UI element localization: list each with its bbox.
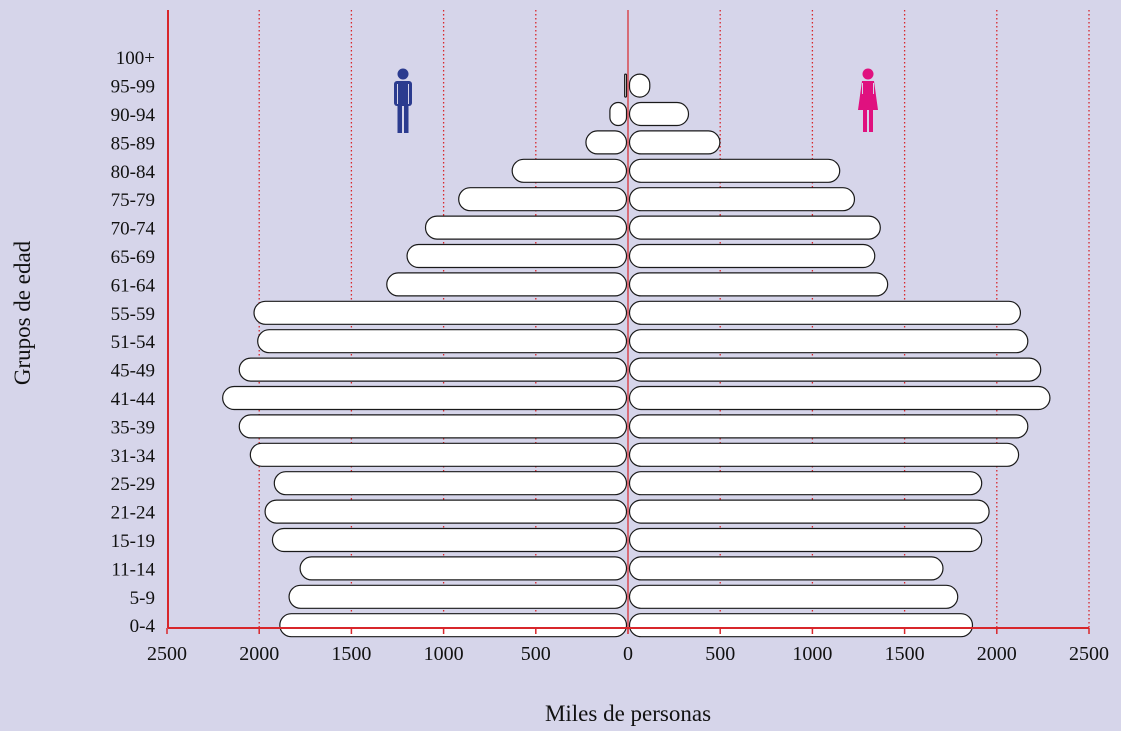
male-bar-25-29 [273,471,628,496]
category-label: 80-84 [111,162,156,183]
female-bar-41-44 [628,385,1051,411]
x-tick-label: 2500 [1069,643,1109,665]
x-tick-label: 2000 [239,643,279,665]
x-tick-label: 1500 [885,643,925,665]
male-bar-90-94 [609,101,628,127]
x-tick-label: 500 [521,643,551,665]
category-label: 70-74 [111,219,156,240]
category-label: 21-24 [111,503,156,524]
male-bar-0-4 [279,613,628,638]
female-bar-75-79 [628,187,856,212]
male-bar-65-69 [406,243,628,269]
female-bar-25-29 [628,471,983,496]
female-bar-95-99 [628,73,651,98]
male-bar-61-64 [386,272,628,297]
x-tick-label: 0 [623,643,633,665]
x-tick-label: 2000 [977,643,1017,665]
category-label: 51-54 [111,332,156,353]
female-bar-45-49 [628,357,1042,382]
category-label: 0-4 [130,616,156,637]
male-bar-51-54 [257,329,628,354]
female-bar-0-4 [628,613,974,638]
x-tick-labels: 2500 2000 1500 1000 500 0 500 1000 1500 2000 2500 [147,643,1109,665]
male-bar-31-34 [249,442,628,467]
category-label: 65-69 [111,247,155,268]
female-bar-5-9 [628,584,959,609]
female-bar-51-54 [628,329,1029,354]
y-axis-label: Grupos de edad [10,240,35,385]
male-bar-5-9 [288,584,628,609]
female-bar-21-24 [628,499,990,524]
category-label: 25-29 [111,474,155,495]
male-bar-55-59 [253,300,628,325]
female-bar-11-14 [628,556,944,581]
male-bar-85-89 [585,130,628,155]
female-bar-31-34 [628,442,1020,467]
male-bar-80-84 [511,158,628,183]
male-bar-75-79 [458,187,628,212]
x-tick-label: 1000 [424,643,464,665]
female-bar-61-64 [628,272,889,297]
female-bar-80-84 [628,158,841,183]
category-label: 5-9 [130,588,155,609]
female-bar-65-69 [628,243,876,269]
male-bar-70-74 [424,215,628,240]
male-icon [394,68,412,133]
x-tick-label: 2500 [147,643,187,665]
male-bar-11-14 [299,556,628,581]
female-bar-70-74 [628,215,881,240]
category-label: 55-59 [111,304,155,325]
female-bar-85-89 [628,130,721,155]
category-label: 95-99 [111,77,155,98]
male-bar-21-24 [264,499,628,524]
male-bar-15-19 [271,527,628,553]
female-icon [858,68,878,132]
x-tick-label: 1500 [331,643,371,665]
category-label: 15-19 [111,531,155,552]
category-label: 35-39 [111,417,155,438]
category-label: 31-34 [111,446,156,467]
category-label: 100+ [116,48,155,69]
bars [222,73,1051,638]
category-label: 45-49 [111,361,155,382]
y-category-labels: 0-4 5-9 11-14 15-19 21-24 25-29 31-34 35-39 41-4… [111,48,156,637]
x-tick-label: 1000 [792,643,832,665]
female-bar-90-94 [628,101,690,127]
category-label: 90-94 [111,105,156,126]
male-bar-35-39 [238,414,628,439]
category-label: 11-14 [111,559,155,580]
x-axis-label: Miles de personas [545,701,711,726]
male-bar-41-44 [222,385,628,411]
female-bar-35-39 [628,414,1029,439]
category-label: 85-89 [111,133,155,154]
male-bar-45-49 [238,357,628,382]
male-bar-95-99 [624,73,628,98]
axes [166,10,1090,634]
category-label: 75-79 [111,190,155,211]
x-tick-label: 500 [705,643,735,665]
category-label: 61-64 [111,275,156,296]
female-bar-55-59 [628,300,1022,325]
female-bar-15-19 [628,527,983,553]
category-label: 41-44 [111,389,156,410]
